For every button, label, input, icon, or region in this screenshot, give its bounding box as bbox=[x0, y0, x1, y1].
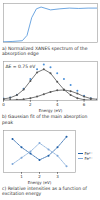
svg-text:2: 2 bbox=[38, 174, 41, 179]
svg-text:3: 3 bbox=[56, 174, 59, 179]
svg-text:Energy (eV): Energy (eV) bbox=[39, 108, 63, 113]
svg-text:ΔE = 0.75 eV: ΔE = 0.75 eV bbox=[6, 64, 37, 69]
html-text:a) Normalized XANES spectrum o: a) Normalized XANES spectrum of the abso… bbox=[2, 46, 88, 57]
svg-text:Energy (eV): Energy (eV) bbox=[28, 179, 52, 184]
svg-text:6: 6 bbox=[83, 102, 86, 107]
svg-text:2: 2 bbox=[29, 102, 32, 107]
svg-text:0: 0 bbox=[2, 102, 5, 107]
html-text:b) Gaussian fit of the main ab: b) Gaussian fit of the main absorption p… bbox=[2, 114, 88, 125]
svg-text:4: 4 bbox=[56, 102, 59, 107]
html-text:c) Relative intensities as a f: c) Relative intensities as a function of… bbox=[2, 185, 87, 196]
html-text:Fe²⁺: Fe²⁺ bbox=[84, 150, 93, 156]
html-text:Fe³⁺: Fe³⁺ bbox=[84, 155, 93, 161]
svg-text:1: 1 bbox=[20, 174, 23, 179]
